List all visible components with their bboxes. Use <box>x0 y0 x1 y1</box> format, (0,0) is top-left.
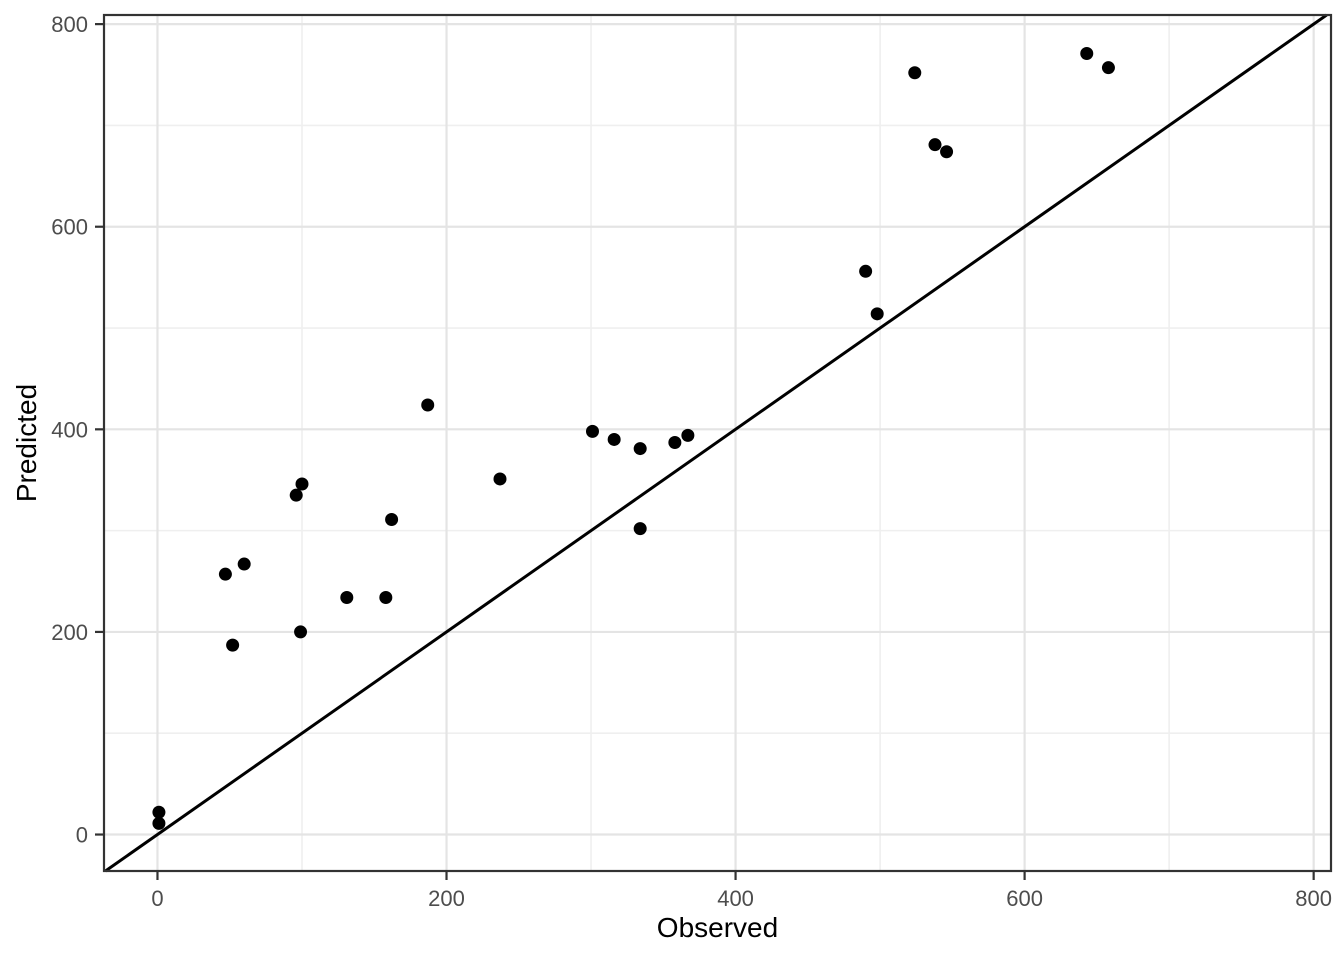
data-point <box>421 398 435 412</box>
y-axis-title: Predicted <box>11 383 42 503</box>
data-point <box>928 138 942 152</box>
data-point <box>294 625 308 639</box>
data-point <box>1101 61 1115 75</box>
data-point <box>289 488 303 502</box>
data-point <box>908 66 922 80</box>
data-point <box>607 432 621 446</box>
data-point <box>152 816 166 830</box>
data-point <box>633 522 647 536</box>
data-point <box>1080 46 1094 60</box>
data-point <box>226 638 240 652</box>
data-point <box>152 805 166 819</box>
x-tick-label: 200 <box>428 886 465 911</box>
y-tick-label: 200 <box>51 620 88 645</box>
data-point <box>237 557 251 571</box>
y-tick-label: 400 <box>51 417 88 442</box>
x-tick-label: 400 <box>717 886 754 911</box>
data-point <box>940 145 954 159</box>
data-point <box>385 512 399 526</box>
x-tick-label: 600 <box>1006 886 1043 911</box>
data-point <box>493 472 507 486</box>
data-point <box>340 590 354 604</box>
data-point <box>218 567 232 581</box>
y-tick-label: 600 <box>51 215 88 240</box>
identity-line <box>104 13 1328 873</box>
panel-border <box>102 13 1333 873</box>
data-point <box>585 424 599 438</box>
x-tick-label: 0 <box>151 886 163 911</box>
data-point <box>668 435 682 449</box>
x-axis-title: Observed <box>656 912 779 943</box>
data-point <box>633 442 647 456</box>
y-tick-label: 0 <box>76 823 88 848</box>
data-point <box>859 264 873 278</box>
y-tick-label: 800 <box>51 12 88 37</box>
data-point <box>870 307 884 321</box>
x-tick-label: 800 <box>1295 886 1332 911</box>
data-point <box>379 590 393 604</box>
data-point <box>681 428 695 442</box>
data-point <box>295 477 309 491</box>
